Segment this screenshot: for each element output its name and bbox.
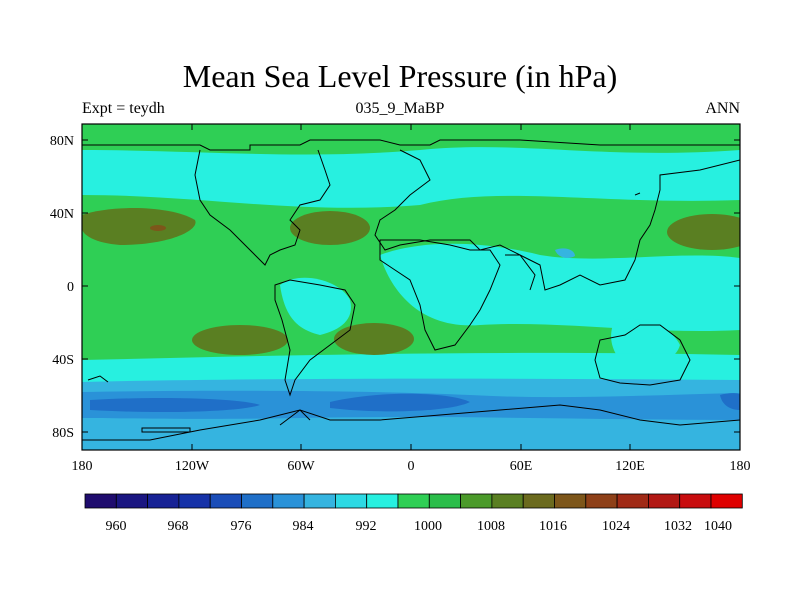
- period-label: 035_9_MaBP: [355, 100, 445, 117]
- y-tick-label: 80N: [50, 134, 74, 149]
- colorbar-swatch: [366, 493, 399, 509]
- coastlines: [82, 139, 740, 441]
- x-axis-labels: 180 120W 60W 0 60E 120E 180: [72, 459, 751, 474]
- x-tick-label: 60E: [510, 459, 533, 474]
- colorbar-swatch: [460, 493, 493, 509]
- y-tick-label: 0: [67, 280, 74, 295]
- x-tick-label: 180: [730, 459, 751, 474]
- colorbar-label: 984: [293, 519, 314, 534]
- coast-eurasia: [374, 149, 740, 291]
- blue-belt-5: [720, 393, 740, 410]
- y-axis-labels: 80N 40N 0 40S 80S: [50, 134, 74, 441]
- colorbar-swatch: [178, 493, 211, 509]
- coast-australia: [594, 324, 691, 386]
- colorbar-swatch: [522, 493, 555, 509]
- contour-field: [82, 124, 740, 450]
- coast-india: [505, 254, 536, 291]
- colorbar-swatch: [209, 493, 242, 509]
- high-west-pacific: [667, 214, 740, 250]
- colorbar-swatch: [428, 493, 461, 509]
- colorbar-label: 992: [356, 519, 377, 534]
- coast-antarctic-peninsula: [279, 409, 311, 426]
- colorbar-labels: 960 968 976 984 992 1000 1008 1016 1024 …: [106, 519, 733, 534]
- colorbar-swatch: [554, 493, 587, 509]
- colorbar-label: 960: [106, 519, 127, 534]
- coast-antarctica: [82, 404, 740, 441]
- plot-title: Mean Sea Level Pressure (in hPa): [182, 58, 618, 94]
- colorbar-swatch: [710, 493, 743, 509]
- colorbar-label: 1040: [704, 519, 732, 534]
- blue-low-asia: [555, 248, 575, 258]
- colorbar-swatch: [397, 493, 430, 509]
- x-tick-label: 60W: [287, 459, 315, 474]
- high-south-atlantic: [334, 323, 414, 355]
- blue-belt-4: [330, 393, 470, 412]
- colorbar-swatch: [272, 493, 305, 509]
- colorbar-swatch: [241, 493, 274, 509]
- coast-africa: [379, 239, 501, 351]
- high-core-pacific: [150, 225, 166, 231]
- blue-belt-3: [90, 397, 260, 413]
- colorbar-label: 1024: [602, 519, 630, 534]
- colorbar-label: 1032: [664, 519, 692, 534]
- x-tick-label: 120E: [615, 459, 645, 474]
- cyan-arctic-band: [82, 147, 740, 208]
- coast-south-america: [274, 279, 356, 397]
- coast-north-america: [194, 149, 331, 266]
- colorbar-swatch: [147, 493, 180, 509]
- colorbar-label: 1016: [539, 519, 567, 534]
- colorbar-swatch: [303, 493, 336, 509]
- coast-greenland-arctic: [82, 139, 740, 151]
- axis-ticks: [81, 124, 741, 450]
- colorbar-swatch: [115, 493, 149, 509]
- colorbar-swatch: [585, 493, 618, 509]
- cyan-equatorial-band: [380, 243, 740, 332]
- colorbar-swatch: [679, 493, 712, 509]
- colorbar: [84, 493, 743, 509]
- y-tick-label: 80S: [52, 426, 74, 441]
- x-tick-label: 120W: [175, 459, 210, 474]
- high-south-pacific: [192, 325, 288, 355]
- season-label: ANN: [705, 100, 740, 117]
- colorbar-swatch: [616, 493, 649, 509]
- high-north-atlantic: [290, 211, 370, 245]
- y-tick-label: 40N: [50, 207, 74, 222]
- colorbar-label: 968: [168, 519, 189, 534]
- high-north-pacific: [82, 208, 196, 245]
- x-tick-label: 0: [408, 459, 415, 474]
- colorbar-label: 1000: [414, 519, 442, 534]
- colorbar-label: 1008: [477, 519, 505, 534]
- colorbar-swatch: [491, 493, 524, 509]
- colorbar-swatch: [648, 493, 681, 509]
- colorbar-label: 976: [231, 519, 252, 534]
- y-tick-label: 40S: [52, 353, 74, 368]
- x-tick-label: 180: [72, 459, 93, 474]
- experiment-label: Expt = teydh: [82, 100, 165, 117]
- colorbar-swatch: [334, 493, 368, 509]
- coast-small-islands: [87, 192, 641, 433]
- colorbar-swatch: [84, 493, 117, 509]
- cyan-south-america: [280, 277, 351, 335]
